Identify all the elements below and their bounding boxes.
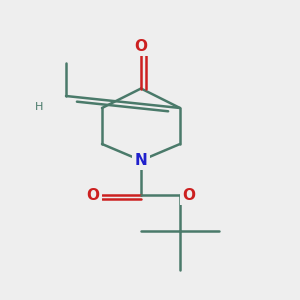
Text: N: N: [135, 153, 147, 168]
Text: O: O: [86, 188, 100, 202]
Text: O: O: [182, 188, 196, 202]
Text: H: H: [35, 101, 43, 112]
Text: O: O: [134, 39, 148, 54]
